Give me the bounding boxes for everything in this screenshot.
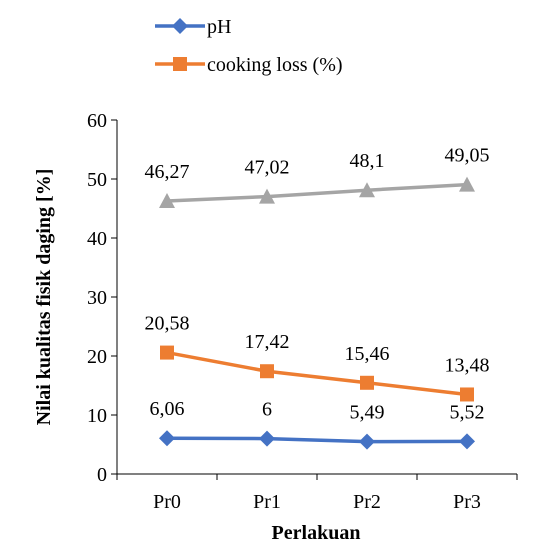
y-tick-label: 30: [87, 287, 107, 309]
x-tick-label: Pr3: [453, 491, 481, 513]
data-label: 46,27: [145, 161, 190, 183]
y-tick-labels: 0 10 20 30 40 50 60: [87, 110, 107, 486]
data-point: [160, 345, 174, 360]
x-tick-labels: Pr0 Pr1 Pr2 Pr3: [153, 491, 481, 513]
x-axis-title: Perlakuan: [272, 522, 361, 544]
data-point: [260, 364, 274, 379]
data-point: [459, 176, 475, 192]
data-point: [460, 387, 474, 402]
series-3: [159, 176, 475, 209]
data-label: 48,1: [350, 150, 385, 172]
data-label: 5,52: [450, 401, 485, 423]
data-label: 47,02: [245, 157, 290, 179]
legend-label: pH: [207, 16, 231, 38]
data-label: 17,42: [245, 331, 290, 353]
legend-marker: [173, 57, 187, 71]
data-point: [159, 430, 175, 447]
axes: [111, 119, 518, 480]
y-tick-label: 10: [87, 405, 107, 427]
legend-item: pH: [155, 16, 231, 38]
y-tick-label: 20: [87, 346, 107, 368]
series-line: [166, 436, 468, 444]
data-label: 13,48: [445, 354, 490, 376]
data-point: [259, 430, 275, 447]
y-tick-label: 50: [87, 169, 107, 191]
y-tick-label: 40: [87, 228, 107, 250]
data-point: [459, 433, 475, 450]
series-line: [166, 350, 468, 397]
legend: pH cooking loss (%): [155, 16, 343, 76]
data-labels: 6,06 6 5,49 5,52 20,58 17,42 15,46 13,48 46,27 47…: [145, 145, 490, 424]
data-label: 6: [262, 399, 272, 421]
x-tick-label: Pr1: [253, 491, 281, 513]
series-1: [159, 430, 475, 450]
y-tick-label: 0: [97, 464, 107, 486]
x-tick-label: Pr0: [153, 491, 181, 513]
data-point: [360, 375, 374, 390]
data-point: [359, 433, 375, 450]
y-axis-title: Nilai kualitas fisik daging [%]: [33, 169, 55, 426]
legend-marker: [172, 18, 188, 34]
data-label: 20,58: [145, 313, 190, 335]
x-tick-label: Pr2: [353, 491, 381, 513]
data-point: [159, 193, 175, 209]
series-group: [159, 176, 475, 450]
legend-label: cooking loss (%): [207, 54, 343, 76]
data-label: 15,46: [345, 343, 390, 365]
data-label: 5,49: [350, 402, 385, 424]
series-line: [166, 182, 468, 203]
series-2: [160, 345, 474, 402]
data-point: [359, 182, 375, 198]
y-tick-label: 60: [87, 110, 107, 132]
legend-item: cooking loss (%): [155, 54, 343, 76]
data-point: [259, 188, 275, 204]
data-label: 6,06: [150, 398, 185, 420]
data-label: 49,05: [445, 145, 490, 167]
